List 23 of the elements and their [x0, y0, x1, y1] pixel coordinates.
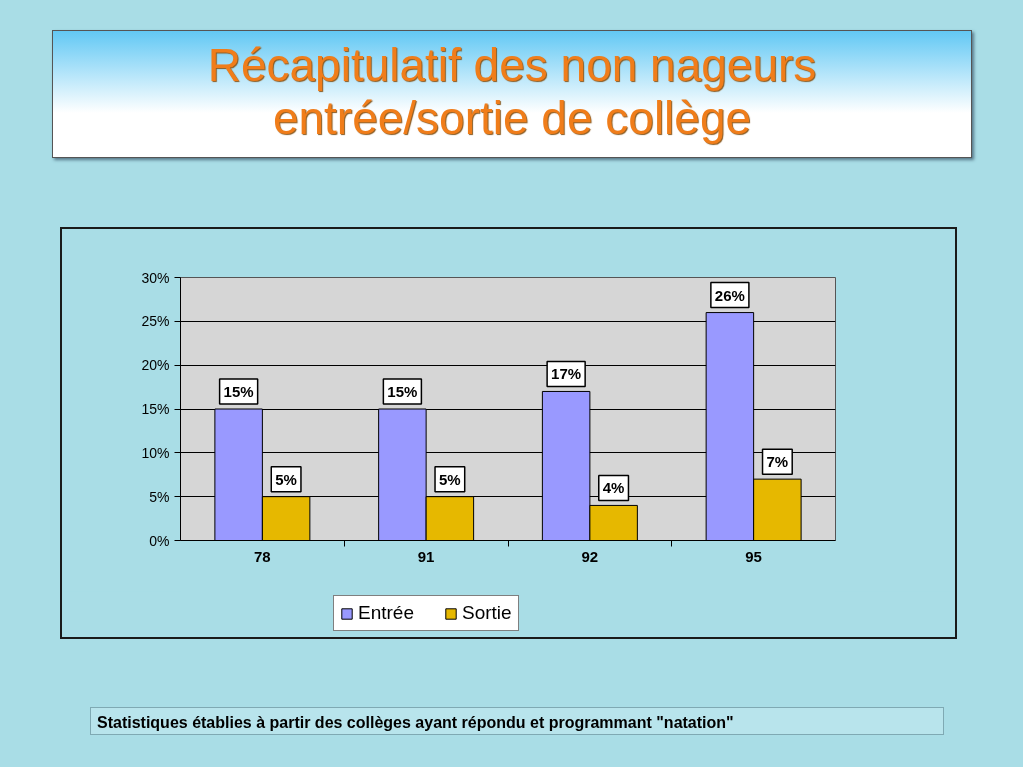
- legend-label: Entrée: [358, 602, 414, 624]
- data-label: 5%: [439, 470, 461, 488]
- data-label: 4%: [602, 479, 625, 497]
- y-tick-label: 30%: [141, 269, 170, 286]
- data-label: 7%: [766, 453, 789, 471]
- y-tick-label: 10%: [141, 444, 170, 461]
- data-label: 5%: [275, 470, 297, 488]
- data-label: 15%: [223, 383, 254, 400]
- y-tick-label: 25%: [141, 313, 170, 330]
- y-tick-label: 0%: [149, 532, 170, 549]
- data-label: 15%: [387, 383, 418, 400]
- y-tick-label: 15%: [141, 401, 170, 417]
- y-tick-label: 5%: [149, 488, 170, 505]
- chart-title: Récapitulatif des non nageurs entrée/sortie de collège: [206, 39, 818, 145]
- y-tick-label: 20%: [141, 357, 170, 374]
- data-label: 26%: [714, 286, 745, 304]
- text: Statistiques établies à partir des collèges ayant répondu et programmant "natation": [97, 713, 734, 733]
- x-tick-label: 78: [254, 547, 271, 565]
- x-tick-label: 91: [417, 547, 435, 565]
- legend-label: Sortie: [461, 602, 512, 624]
- x-tick-label: 95: [745, 547, 762, 565]
- x-tick-label: 92: [581, 547, 599, 565]
- data-label: 17%: [551, 365, 582, 383]
